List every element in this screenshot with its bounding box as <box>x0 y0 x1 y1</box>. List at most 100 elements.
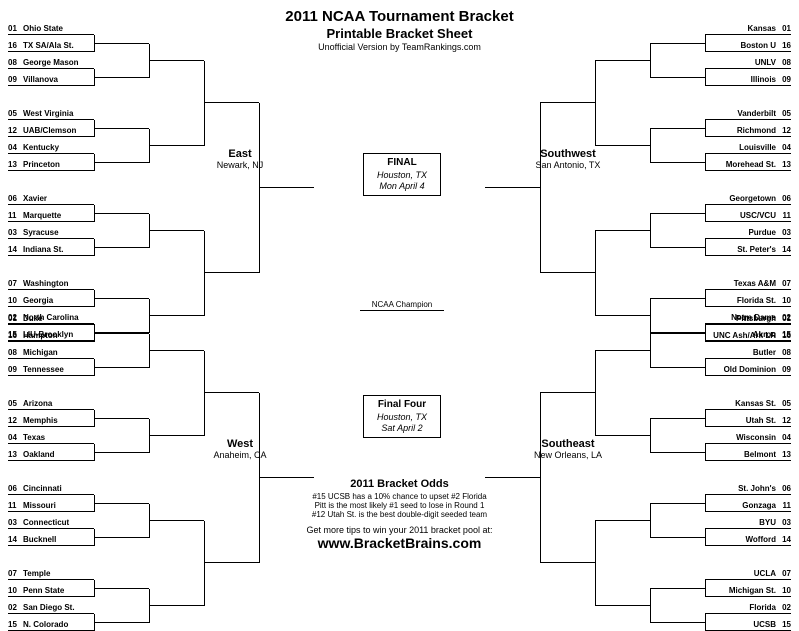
r3-slot <box>149 421 204 436</box>
r2-slot <box>650 438 705 453</box>
r3-slot <box>595 301 650 316</box>
connector <box>259 103 260 273</box>
connector <box>540 103 541 273</box>
r1-slot: 14Indiana St. <box>8 241 94 256</box>
connector <box>705 239 706 256</box>
r4-slot <box>540 378 595 393</box>
r1-slot: UNC Ash/Ark LR16 <box>705 327 791 342</box>
connector <box>705 154 706 171</box>
r1-slot: Wisconsin04 <box>705 429 791 444</box>
r1-slot: 12UAB/Clemson <box>8 122 94 137</box>
r1-slot: 09Tennessee <box>8 361 94 376</box>
r2-slot <box>94 404 149 419</box>
r3-slot <box>149 301 204 316</box>
r1-slot: 05Arizona <box>8 395 94 410</box>
connector <box>705 325 706 342</box>
r1-slot: Butler08 <box>705 344 791 359</box>
r2-slot <box>94 233 149 248</box>
r1-slot: 07Washington <box>8 275 94 290</box>
r1-slot: Kansas01 <box>705 20 791 35</box>
r1-slot: 10Penn State <box>8 582 94 597</box>
r2-slot <box>650 608 705 623</box>
r2-slot <box>94 353 149 368</box>
r1-slot: Louisville04 <box>705 139 791 154</box>
r1-slot: 04Kentucky <box>8 139 94 154</box>
r1-slot: 16Hampton <box>8 327 94 342</box>
r3-slot <box>149 46 204 61</box>
r1-slot: Richmond12 <box>705 122 791 137</box>
bracket-odds: 2011 Bracket Odds #15 UCSB has a 10% cha… <box>0 478 799 551</box>
r1-slot: 02San Diego St. <box>8 599 94 614</box>
r1-slot: Belmont13 <box>705 446 791 461</box>
r1-slot: 05West Virginia <box>8 105 94 120</box>
connector <box>705 290 706 307</box>
r2-slot <box>94 438 149 453</box>
r2-slot <box>650 319 705 334</box>
r2-slot <box>94 114 149 129</box>
connector <box>204 61 205 146</box>
r1-slot: St. Peter's14 <box>705 241 791 256</box>
r2-slot <box>650 353 705 368</box>
r1-slot: 01Duke <box>8 310 94 325</box>
final-four-box: Final Four Houston, TX Sat April 2 <box>363 395 441 438</box>
final-box: FINAL Houston, TX Mon April 4 <box>363 153 441 196</box>
r1-slot: 15N. Colorado <box>8 616 94 631</box>
page-title: 2011 NCAA Tournament Bracket <box>0 8 799 25</box>
connector <box>705 359 706 376</box>
r1-slot: Pittsburgh01 <box>705 310 791 325</box>
r1-slot: Utah St.12 <box>705 412 791 427</box>
connector <box>650 129 651 163</box>
odds-line: Pitt is the most likely #1 seed to lose … <box>0 501 799 510</box>
r2-slot <box>94 148 149 163</box>
connector <box>705 69 706 86</box>
connector <box>595 351 596 436</box>
r1-slot: 11Marquette <box>8 207 94 222</box>
connector <box>595 231 596 316</box>
r2-slot <box>650 574 705 589</box>
connector <box>650 44 651 78</box>
region-label-west: West Anaheim, CA <box>195 438 285 460</box>
r3-slot <box>149 216 204 231</box>
r1-slot: 16TX SA/Ala St. <box>8 37 94 52</box>
r2-slot <box>650 284 705 299</box>
r1-slot: Illinois09 <box>705 71 791 86</box>
regional-final-slot <box>485 463 540 478</box>
r1-slot: 12Memphis <box>8 412 94 427</box>
r4-slot <box>540 258 595 273</box>
connector <box>650 334 651 368</box>
r4-slot <box>540 88 595 103</box>
r1-slot: 06Xavier <box>8 190 94 205</box>
connector <box>595 61 596 146</box>
r2-slot <box>94 199 149 214</box>
r1-slot: Morehead St.13 <box>705 156 791 171</box>
connector <box>705 205 706 222</box>
connector <box>705 410 706 427</box>
r1-slot: 10Georgia <box>8 292 94 307</box>
r3-slot <box>149 131 204 146</box>
r1-slot: Georgetown06 <box>705 190 791 205</box>
r2-slot <box>650 29 705 44</box>
r2-slot <box>650 404 705 419</box>
r2-slot <box>94 608 149 623</box>
r1-slot: Florida02 <box>705 599 791 614</box>
r1-slot: Old Dominion09 <box>705 361 791 376</box>
r1-slot: USC/VCU11 <box>705 207 791 222</box>
r1-slot: 13Princeton <box>8 156 94 171</box>
r2-slot <box>94 284 149 299</box>
connector <box>650 419 651 453</box>
r2-slot <box>94 574 149 589</box>
regional-final-slot <box>485 173 540 188</box>
r1-slot: 13Oakland <box>8 446 94 461</box>
r1-slot: 09Villanova <box>8 71 94 86</box>
r1-slot: 08George Mason <box>8 54 94 69</box>
connector <box>650 589 651 623</box>
connector <box>204 231 205 316</box>
r1-slot: Michigan St.10 <box>705 582 791 597</box>
connector <box>705 35 706 52</box>
r1-slot: Texas A&M07 <box>705 275 791 290</box>
region-label-east: East Newark, NJ <box>195 148 285 170</box>
r1-slot: UCSB15 <box>705 616 791 631</box>
r1-slot: 01Ohio State <box>8 20 94 35</box>
r2-slot <box>650 148 705 163</box>
connector <box>204 351 205 436</box>
